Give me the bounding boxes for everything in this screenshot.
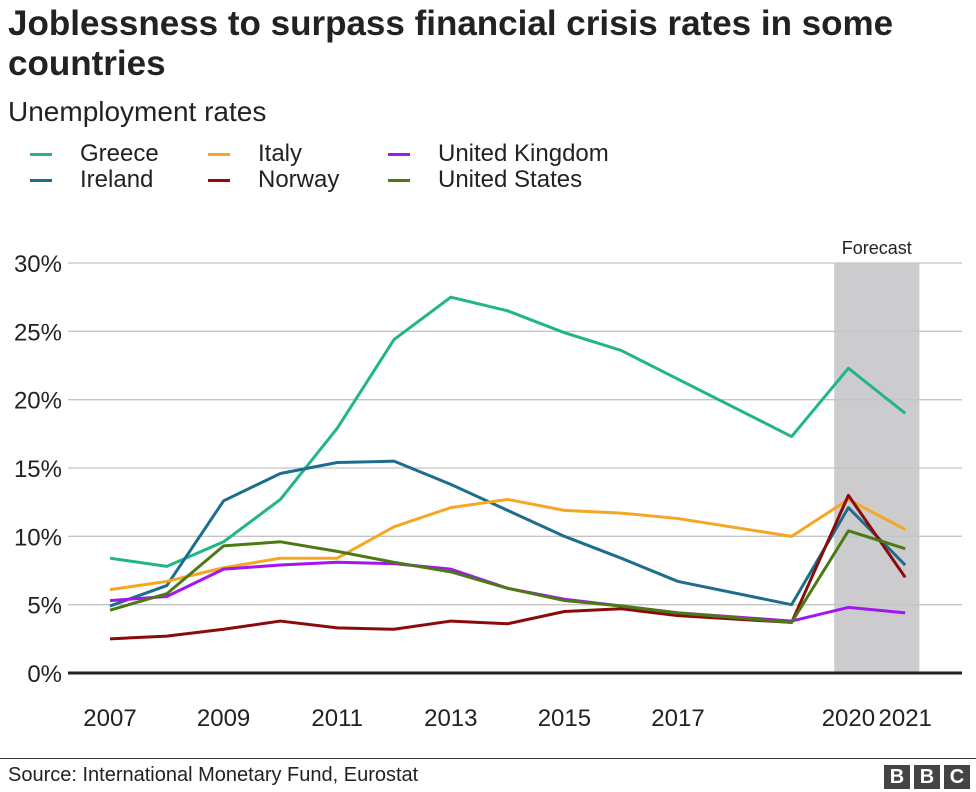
legend-item: Italy [208,140,302,168]
series-line-united-kingdom [109,560,906,623]
x-tick-label: 2020 [822,705,875,732]
series-line-italy [109,497,906,592]
x-tick-label: 2013 [424,705,477,732]
legend-swatch [208,152,230,156]
x-tick-label: 2017 [651,705,704,732]
y-tick-label: 0% [27,661,62,688]
series-line-ireland [109,459,907,608]
legend-swatch [208,178,230,182]
y-tick-label: 15% [14,456,62,483]
y-tick-label: 20% [14,388,62,415]
legend-item: United States [388,166,582,194]
forecast-label: Forecast [842,238,912,258]
legend-label: United Kingdom [438,140,609,167]
chart-title: Joblessness to surpass financial crisis … [8,4,894,83]
legend-item: Greece [30,140,159,168]
y-tick-label: 5% [27,593,62,620]
legend-item: Norway [208,166,339,194]
series-line-united-states [109,529,906,624]
legend-swatch [30,152,52,156]
legend-label: Greece [80,140,159,167]
y-tick-label: 30% [14,251,62,278]
legend-label: Ireland [80,166,154,193]
legend-swatch [388,178,410,182]
legend-swatch [30,178,52,182]
legend-label: Norway [258,166,340,193]
x-tick-label: 2015 [538,705,591,732]
x-tick-label: 2009 [197,705,250,732]
x-tick-label: 2007 [83,705,136,732]
chart-subtitle: Unemployment rates [8,96,267,127]
legend-label: United States [438,166,583,193]
y-tick-label: 25% [14,319,62,346]
legend-item: United Kingdom [388,140,609,168]
x-tick-label: 2021 [879,705,932,732]
legend-label: Italy [258,140,303,167]
series-line-greece [109,295,907,568]
footer-divider [0,758,976,759]
source-note: Source: International Monetary Fund, Eur… [8,764,419,786]
legend-swatch [388,152,410,156]
legend-item: Ireland [30,166,153,194]
y-tick-label: 10% [14,524,62,551]
x-tick-label: 2011 [311,705,363,732]
